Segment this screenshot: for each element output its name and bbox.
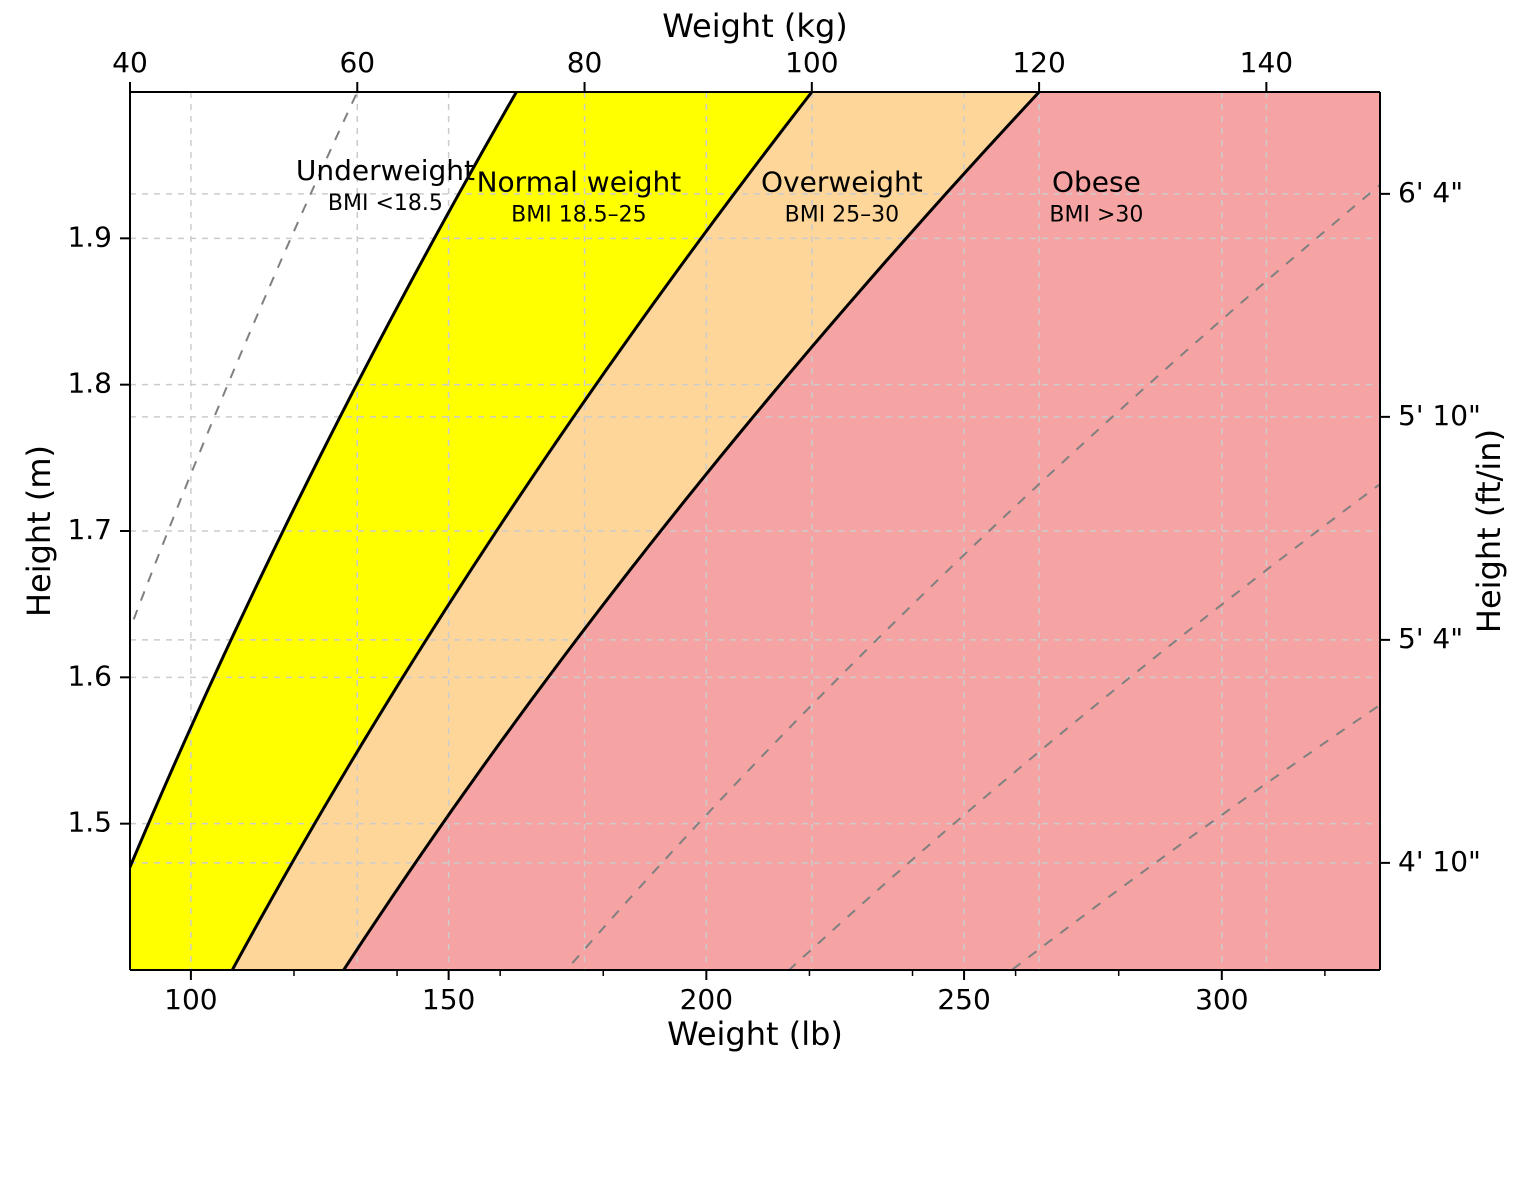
x-kg-axis-title: Weight (kg) (662, 7, 847, 45)
bmi-chart: Underweight BMI <18.5 Normal weight BMI 18.… (0, 0, 1536, 1191)
bmi-chart-svg: Underweight BMI <18.5 Normal weight BMI 18.… (0, 0, 1536, 1191)
y-axis-title: Height (m) (20, 445, 58, 617)
y-tick-label: 1.5 (67, 806, 112, 839)
y2-tick-label: 4' 10" (1398, 845, 1481, 878)
y2-tick-label: 5' 10" (1398, 399, 1481, 432)
y-tick-label: 1.7 (67, 513, 112, 546)
x-lb-tick-label: 200 (680, 983, 733, 1016)
x-lb-tick-label: 250 (937, 983, 990, 1016)
x-lb-tick-label: 300 (1195, 983, 1248, 1016)
x-kg-tick-label: 80 (567, 46, 603, 79)
x-kg-tick-label: 100 (785, 46, 838, 79)
x-kg-tick-label: 140 (1240, 46, 1293, 79)
region-subtitle: BMI >30 (1049, 203, 1143, 228)
region-subtitle: BMI 18.5–25 (511, 203, 647, 228)
region-subtitle: BMI 25–30 (785, 203, 900, 228)
y-tick-label: 1.8 (67, 367, 112, 400)
x-lb-tick-label: 100 (164, 983, 217, 1016)
x-kg-tick-label: 40 (112, 46, 148, 79)
region-title: Overweight (761, 166, 923, 199)
region-title: Underweight (296, 154, 475, 187)
x-kg-tick-label: 60 (339, 46, 375, 79)
x-kg-tick-label: 120 (1012, 46, 1065, 79)
region-title: Normal weight (477, 166, 682, 199)
x-lb-axis-title: Weight (lb) (667, 1015, 843, 1053)
y2-axis-title: Height (ft/in) (1470, 429, 1508, 633)
x-lb-tick-label: 150 (422, 983, 475, 1016)
y2-tick-label: 6' 4" (1398, 176, 1463, 209)
y-tick-label: 1.9 (67, 220, 112, 253)
region-subtitle: BMI <18.5 (328, 191, 443, 216)
region-title: Obese (1052, 166, 1141, 199)
y-tick-label: 1.6 (67, 659, 112, 692)
y2-tick-label: 5' 4" (1398, 622, 1463, 655)
